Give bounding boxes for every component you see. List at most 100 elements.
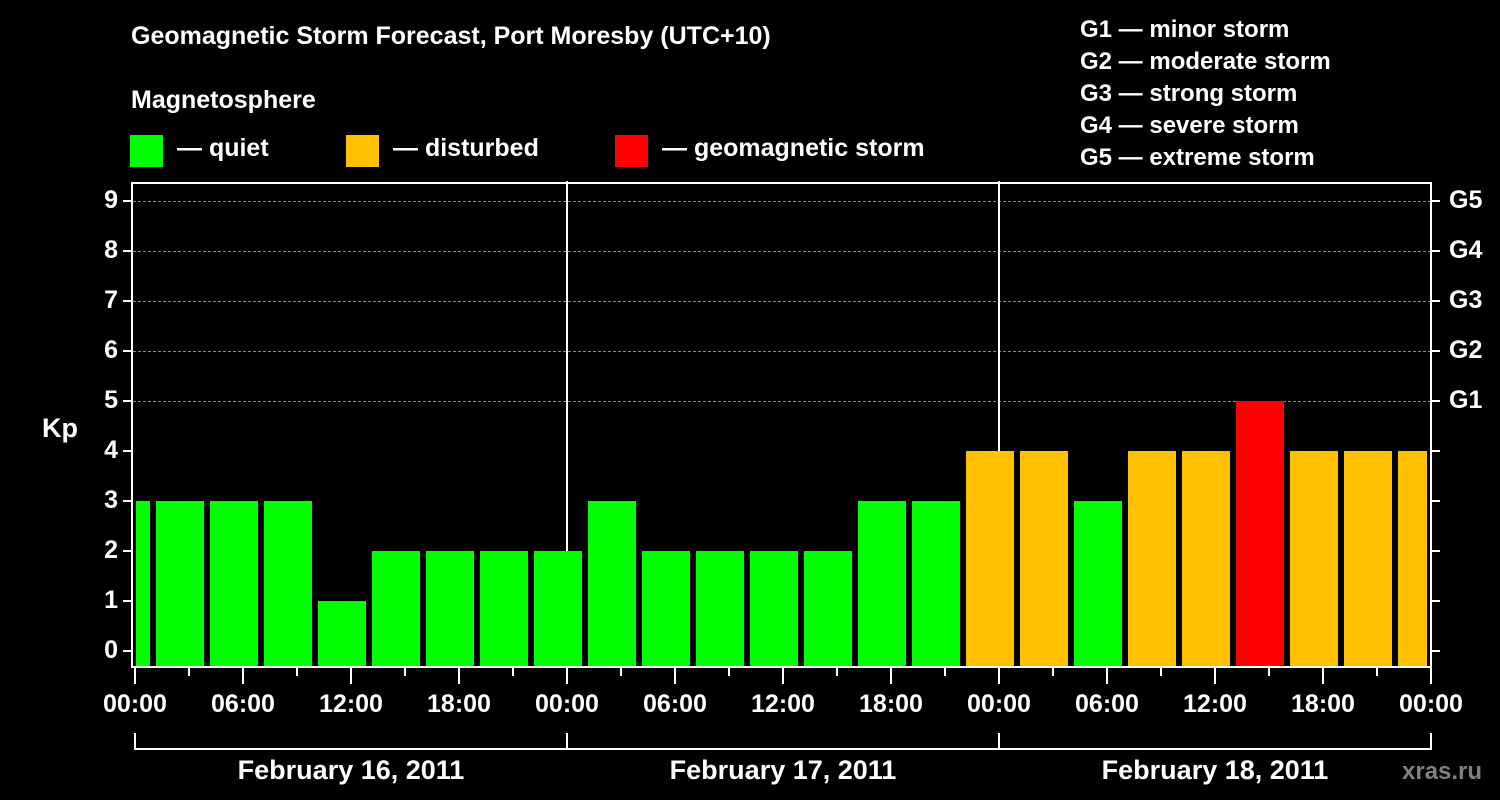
x-tick [674, 668, 676, 684]
x-tick [1160, 668, 1162, 676]
g-tick-label: G2 [1449, 336, 1483, 364]
x-tick [350, 668, 352, 684]
x-tick-label: 12:00 [319, 690, 383, 718]
bar-quiet [696, 551, 744, 667]
g-scale-item: G5 — extreme storm [1080, 144, 1315, 171]
x-tick [1322, 668, 1324, 684]
g-tick-label: G5 [1449, 186, 1483, 214]
x-tick-label: 00:00 [967, 690, 1031, 718]
y-tick-right [1432, 650, 1440, 652]
day-separator [566, 181, 568, 668]
y-tick-label: 6 [104, 336, 118, 364]
x-tick [242, 668, 244, 684]
g-tick-label: G3 [1449, 286, 1483, 314]
y-tick-label: 5 [104, 386, 118, 414]
date-bracket-end [566, 733, 568, 750]
x-tick [890, 668, 892, 684]
x-tick-label: 06:00 [643, 690, 707, 718]
y-tick-right [1432, 400, 1440, 402]
date-label: February 16, 2011 [237, 755, 465, 785]
bar-quiet [426, 551, 474, 667]
x-tick [512, 668, 514, 676]
y-tick [123, 650, 131, 652]
bar-disturbed [1290, 451, 1338, 667]
x-tick-label: 00:00 [103, 690, 167, 718]
legend-swatch-storm [615, 135, 648, 167]
x-tick [998, 668, 1000, 684]
y-tick [123, 200, 131, 202]
y-tick-right [1432, 200, 1440, 202]
legend-swatch-quiet [130, 135, 163, 167]
gridline [133, 301, 1431, 302]
date-label: February 18, 2011 [1101, 755, 1329, 785]
g-scale-item: G1 — minor storm [1080, 16, 1290, 43]
x-tick [134, 668, 136, 684]
bar-quiet [372, 551, 420, 667]
y-tick [123, 500, 131, 502]
x-tick [1052, 668, 1054, 676]
x-tick [566, 668, 568, 684]
g-scale-item: G4 — severe storm [1080, 112, 1299, 139]
x-tick [1376, 668, 1378, 676]
x-tick [620, 668, 622, 676]
legend-item-quiet: — quiet [130, 133, 269, 167]
date-bracket-line [134, 748, 1432, 750]
x-tick-label: 18:00 [427, 690, 491, 718]
y-tick-right [1432, 450, 1440, 452]
x-tick [1106, 668, 1108, 684]
bar-quiet [136, 501, 150, 667]
bar-quiet [480, 551, 528, 667]
bar-quiet [804, 551, 852, 667]
x-tick-label: 00:00 [1399, 690, 1463, 718]
bar-quiet [912, 501, 960, 667]
bar-disturbed [1344, 451, 1392, 667]
g-tick-label: G4 [1449, 236, 1483, 264]
y-tick-right [1432, 600, 1440, 602]
legend-item-disturbed: — disturbed [346, 133, 539, 167]
x-tick [1430, 668, 1432, 684]
x-tick [458, 668, 460, 684]
x-tick-label: 12:00 [751, 690, 815, 718]
y-tick-label: 4 [104, 436, 118, 464]
y-tick [123, 600, 131, 602]
date-bracket-end [998, 733, 1000, 750]
gridline [133, 351, 1431, 352]
y-axis-label: Kp [42, 413, 78, 443]
x-tick [782, 668, 784, 684]
legend-swatch-disturbed [346, 135, 379, 167]
bar-disturbed [966, 451, 1014, 667]
day-separator [998, 181, 1000, 668]
y-tick-label: 8 [104, 236, 118, 264]
chart-title: Geomagnetic Storm Forecast, Port Moresby… [131, 22, 771, 50]
g-scale-list: G1 — minor storm G2 — moderate storm G3 … [1080, 14, 1331, 174]
y-tick-label: 2 [104, 536, 118, 564]
bar-disturbed [1128, 451, 1176, 667]
x-tick [188, 668, 190, 676]
y-tick [123, 400, 131, 402]
x-tick [836, 668, 838, 676]
x-tick-label: 06:00 [1075, 690, 1139, 718]
bar-disturbed [1182, 451, 1230, 667]
legend-item-storm: — geomagnetic storm [615, 134, 925, 167]
y-tick [123, 450, 131, 452]
y-tick-label: 0 [104, 636, 118, 664]
date-bracket-end [134, 733, 136, 750]
bar-quiet [750, 551, 798, 667]
y-tick [123, 550, 131, 552]
y-tick-label: 3 [104, 486, 118, 514]
gridline [133, 401, 1431, 402]
bar-quiet [210, 501, 258, 667]
y-tick-label: 1 [104, 586, 118, 614]
x-tick [1268, 668, 1270, 676]
legend-label-quiet: — quiet [177, 133, 269, 162]
bar-quiet [318, 601, 366, 667]
x-tick-label: 00:00 [535, 690, 599, 718]
x-tick [944, 668, 946, 676]
legend-label-disturbed: — disturbed [393, 133, 539, 162]
y-tick-right [1432, 250, 1440, 252]
y-tick [123, 250, 131, 252]
g-scale-item: G3 — strong storm [1080, 80, 1298, 107]
y-tick-right [1432, 500, 1440, 502]
bar-disturbed [1020, 451, 1068, 667]
y-tick-label: 7 [104, 286, 118, 314]
